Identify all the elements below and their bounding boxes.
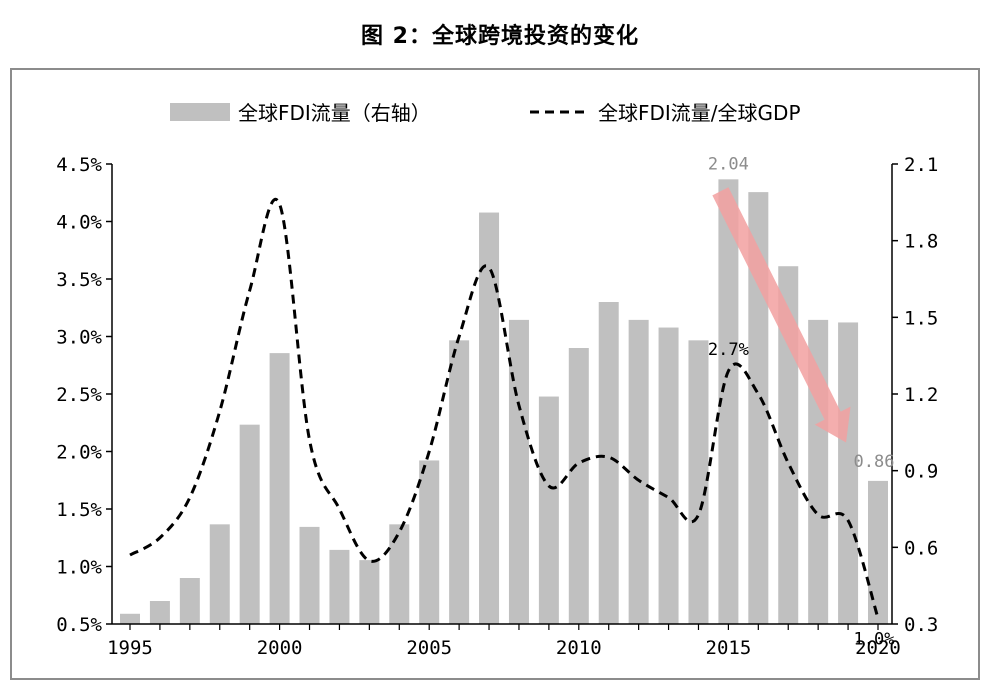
bar-2000 <box>269 353 290 624</box>
y-left-tick-label: 4.0% <box>56 212 102 234</box>
y-left-tick-label: 2.5% <box>56 384 102 406</box>
bar-2012 <box>628 319 649 624</box>
bar-2002 <box>329 549 350 624</box>
bar-2010 <box>568 348 589 624</box>
line-label-2020: 1.0% <box>854 629 895 649</box>
y-right-tick-label: 2.1 <box>904 154 938 176</box>
line-layer <box>129 198 880 619</box>
bar-label-2020: 0.86 <box>854 452 895 472</box>
bar-1997 <box>179 578 200 624</box>
chart-title: 图 2：全球跨境投资的变化 <box>361 24 639 49</box>
y-right-tick-label: 1.2 <box>904 384 938 406</box>
legend-bar-label: 全球FDI流量（右轴） <box>238 101 431 125</box>
y-left-tick-label: 0.5% <box>56 614 102 636</box>
x-tick-label: 2020 <box>855 637 901 659</box>
y-left-tick-label: 1.5% <box>56 499 102 521</box>
bar-2020 <box>868 480 888 624</box>
series-line-fdi-gdp <box>129 198 880 619</box>
bar-1996 <box>149 601 170 624</box>
bar-2006 <box>449 340 470 624</box>
y-left-tick-label: 1.0% <box>56 557 102 579</box>
bar-2019 <box>838 322 859 624</box>
bar-2015 <box>718 179 739 624</box>
y-left-tick-label: 3.5% <box>56 269 102 291</box>
bar-2011 <box>598 302 619 624</box>
y-left-tick-label: 4.5% <box>56 154 102 176</box>
x-tick-label: 2000 <box>257 637 303 659</box>
y-right-tick-label: 0.3 <box>904 614 938 636</box>
bar-1999 <box>239 424 260 624</box>
bar-2014 <box>688 340 709 624</box>
x-tick-label: 1995 <box>107 637 153 659</box>
chart-svg: 全球FDI流量（右轴） 全球FDI流量/全球GDP 0.5% 1.0% 1.5% 2.… <box>56 101 938 659</box>
bar-2008 <box>508 319 529 624</box>
bar-2003 <box>359 560 380 624</box>
y-right-tick-label: 0.9 <box>904 461 938 483</box>
x-tick-label: 2005 <box>406 637 452 659</box>
bar-label-2015: 2.04 <box>708 154 749 174</box>
chart-frame: 全球FDI流量（右轴） 全球FDI流量/全球GDP 0.5% 1.0% 1.5% 2.… <box>10 68 980 680</box>
legend: 全球FDI流量（右轴） 全球FDI流量/全球GDP <box>170 101 801 125</box>
bar-2004 <box>389 524 410 624</box>
line-label-2015: 2.7% <box>708 340 749 360</box>
bar-1995 <box>120 613 140 624</box>
y-right-tick-label: 1.8 <box>904 231 938 253</box>
x-tick-label: 2010 <box>556 637 602 659</box>
bar-2007 <box>479 212 500 625</box>
y-right-tick-label: 1.5 <box>904 307 938 329</box>
legend-line-label: 全球FDI流量/全球GDP <box>598 101 801 125</box>
legend-bar-swatch <box>170 103 230 121</box>
bar-2001 <box>299 526 320 624</box>
axes-group: 0.5% 1.0% 1.5% 2.0% 2.5% 3.0% 3.5% 4.0% 4.5% 0.3 0… <box>56 154 938 659</box>
trend-arrow <box>712 187 851 443</box>
x-tick-label: 2015 <box>706 637 752 659</box>
annotations: 2.04 0.86 2.7% 1.0% <box>708 154 895 649</box>
bar-2013 <box>658 327 679 624</box>
y-left-tick-label: 2.0% <box>56 442 102 464</box>
bar-2005 <box>419 460 440 624</box>
bars-group <box>120 179 888 625</box>
y-right-tick-label: 0.6 <box>904 537 938 559</box>
bar-2009 <box>538 396 559 624</box>
bar-2016 <box>748 192 769 624</box>
y-left-tick-label: 3.0% <box>56 327 102 349</box>
bar-1998 <box>209 524 230 624</box>
